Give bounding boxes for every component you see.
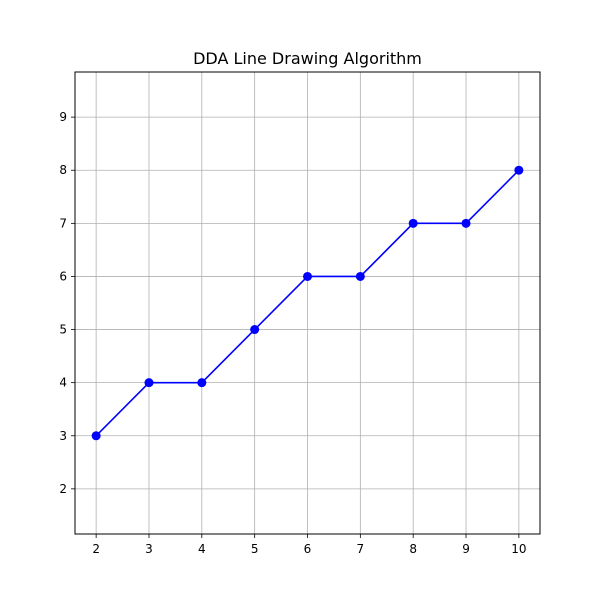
data-point-4 [303,271,312,281]
y-tick-label-5: 7 [59,216,67,230]
data-point-2 [197,378,207,388]
y-tick-label-2: 4 [59,376,67,390]
y-tick-label-0: 2 [59,482,67,496]
chart-title: DDA Line Drawing Algorithm [193,49,422,68]
data-point-3 [250,325,260,335]
y-tick-label-7: 9 [59,110,67,124]
data-point-7 [461,218,471,228]
x-tick-label-4: 6 [304,542,312,556]
data-point-0 [91,431,101,441]
y-tick-label-1: 3 [59,429,67,443]
data-point-6 [408,218,418,228]
x-tick-label-1: 3 [145,542,153,556]
x-tick-label-2: 4 [198,542,206,556]
data-point-5 [355,271,365,281]
x-tick-label-3: 5 [251,542,259,556]
y-tick-label-3: 5 [59,323,67,337]
x-tick-label-5: 7 [357,542,365,556]
y-axis: 2 3 4 5 6 7 8 9 [59,110,75,496]
data-point-8 [514,165,524,175]
x-tick-label-8: 10 [511,542,526,556]
grid [75,72,540,534]
data-point-1 [144,378,154,388]
series-dda [91,165,524,441]
x-axis: 2 3 4 5 6 7 8 9 10 [92,534,527,556]
x-tick-label-6: 8 [409,542,417,556]
y-tick-label-6: 8 [59,163,67,177]
x-tick-label-0: 2 [92,542,100,556]
x-tick-label-7: 9 [462,542,470,556]
y-tick-label-4: 6 [59,269,67,283]
